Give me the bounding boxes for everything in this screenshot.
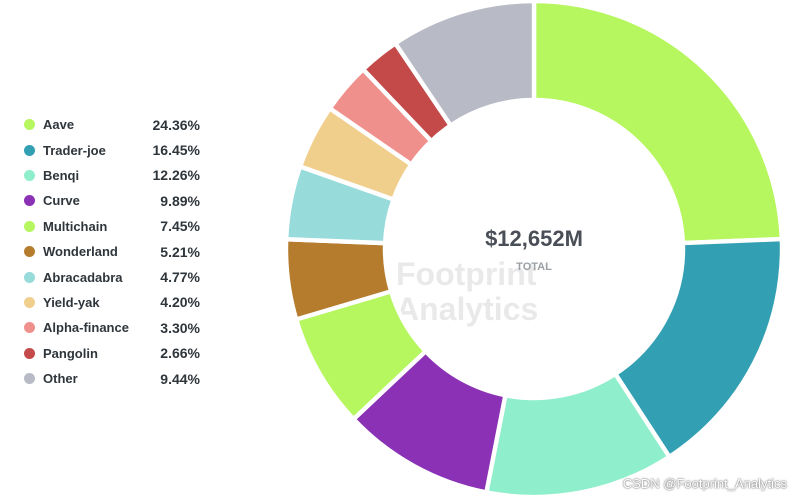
legend-item-yield-yak[interactable]: Yield-yak 4.20% [20,290,200,315]
watermark-line2: Analytics [396,291,538,327]
legend-item-abracadabra[interactable]: Abracadabra 4.77% [20,264,200,289]
legend-item-wonderland[interactable]: Wonderland 5.21% [20,239,200,264]
legend-swatch-icon [24,195,35,207]
legend-item-alpha-finance[interactable]: Alpha-finance 3.30% [20,315,200,340]
chart-legend: Aave 24.36% Trader-joe 16.45% Benqi 12.26% Cur… [20,112,200,391]
legend-label: Curve [43,193,80,209]
legend-label: Benqi [43,167,80,183]
legend-swatch-icon [24,119,35,131]
legend-swatch-icon [24,296,35,308]
legend-value: 24.36% [152,116,200,133]
legend-swatch-icon [24,246,35,258]
legend-item-pangolin[interactable]: Pangolin 2.66% [20,341,200,366]
legend-label: Trader-joe [43,142,106,158]
legend-label: Other [43,371,78,387]
center-total-value: $12,652M [485,226,583,251]
legend-label: Pangolin [43,345,98,361]
legend-item-multichain[interactable]: Multichain 7.45% [20,214,200,239]
credit-text: CSDN @Footprint_Analytics [622,476,787,491]
legend-label: Multichain [43,218,108,234]
legend-value: 16.45% [152,142,200,159]
legend-value: 7.45% [160,218,200,235]
legend-value: 4.77% [160,269,200,286]
center-total-label: TOTAL [516,261,552,273]
legend-item-benqi[interactable]: Benqi 12.26% [20,163,200,188]
legend-item-curve[interactable]: Curve 9.89% [20,188,200,213]
legend-value: 2.66% [160,345,200,362]
legend-value: 5.21% [160,243,200,260]
legend-label: Wonderland [43,244,118,260]
legend-value: 4.20% [160,294,200,311]
legend-value: 3.30% [160,319,200,336]
legend-swatch-icon [24,373,35,385]
legend-swatch-icon [24,347,35,359]
slice-other[interactable] [392,0,537,129]
legend-swatch-icon [24,144,35,156]
legend-item-aave[interactable]: Aave 24.36% [20,112,200,137]
legend-item-other[interactable]: Other 9.44% [20,366,200,391]
legend-value: 9.89% [160,192,200,209]
slice-aave[interactable] [531,0,785,246]
legend-label: Abracadabra [43,269,123,285]
watermark-line1: Footprint [396,256,537,292]
legend-swatch-icon [24,322,35,334]
legend-label: Yield-yak [43,294,100,310]
legend-label: Alpha-finance [43,320,129,336]
legend-swatch-icon [24,220,35,232]
legend-swatch-icon [24,271,35,283]
legend-label: Aave [43,117,75,133]
legend-value: 12.26% [152,167,200,184]
legend-swatch-icon [24,169,35,181]
legend-value: 9.44% [160,370,200,387]
legend-item-trader-joe[interactable]: Trader-joe 16.45% [20,137,200,162]
